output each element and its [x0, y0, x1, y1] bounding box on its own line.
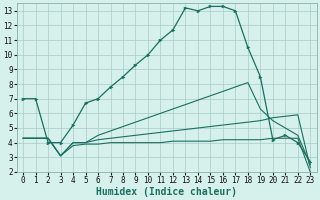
X-axis label: Humidex (Indice chaleur): Humidex (Indice chaleur) [96, 186, 237, 197]
